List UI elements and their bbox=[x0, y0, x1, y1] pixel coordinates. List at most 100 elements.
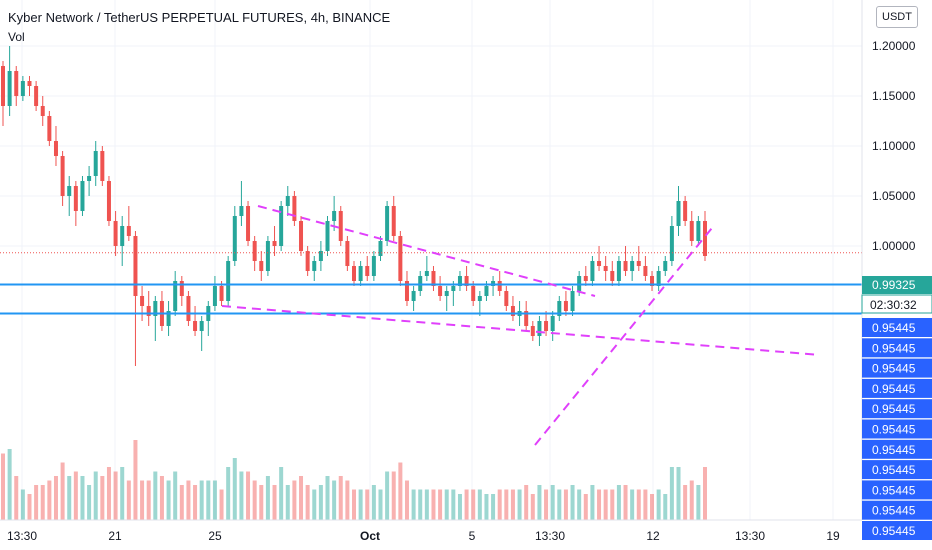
volume-bar bbox=[524, 485, 529, 520]
volume-bar bbox=[352, 489, 356, 520]
candle-body bbox=[563, 301, 568, 311]
time-axis-background bbox=[0, 520, 862, 550]
candle-body bbox=[299, 221, 304, 251]
candle-body bbox=[570, 291, 575, 311]
volume-bar bbox=[246, 471, 251, 520]
candle-body bbox=[404, 281, 409, 301]
volume-bar bbox=[292, 480, 297, 520]
volume-bar bbox=[53, 476, 58, 520]
volume-bar bbox=[418, 489, 423, 520]
level-marker-label: 0.95445 bbox=[872, 524, 916, 538]
candle-body bbox=[7, 71, 12, 106]
level-marker-label: 0.95445 bbox=[872, 483, 916, 497]
volume-bar bbox=[484, 494, 489, 520]
price-axis[interactable]: 1.20000 1.15000 1.10000 1.05000 1.00000 0.993… bbox=[861, 0, 932, 550]
candle-body bbox=[73, 186, 78, 211]
level-marker-label: 0.95445 bbox=[872, 463, 916, 477]
countdown-tag bbox=[861, 294, 932, 314]
volume-bar bbox=[345, 480, 350, 520]
volume-bar bbox=[312, 489, 317, 520]
volume-bar bbox=[676, 467, 681, 520]
level-marker-label: 0.95445 bbox=[872, 423, 916, 437]
candle-body bbox=[683, 201, 688, 221]
volume-bar bbox=[212, 480, 217, 520]
volume-bar bbox=[583, 494, 588, 520]
candle-body bbox=[27, 81, 32, 86]
trendline bbox=[221, 305, 821, 356]
candle-body bbox=[219, 286, 224, 301]
volume-bar bbox=[563, 489, 568, 520]
volume-bar bbox=[219, 489, 224, 520]
time-tick-label: Oct bbox=[360, 529, 380, 543]
volume-bar bbox=[305, 485, 310, 520]
time-tick-label: 19 bbox=[826, 529, 840, 543]
volume-bar bbox=[411, 489, 416, 520]
volume-bar bbox=[126, 480, 131, 520]
candle-body bbox=[199, 321, 204, 331]
candle-body bbox=[126, 226, 131, 236]
candle-body bbox=[457, 276, 462, 286]
candle-body bbox=[1, 66, 5, 106]
candle-body bbox=[120, 226, 125, 246]
volume-bar bbox=[378, 489, 383, 520]
volume-bar bbox=[133, 440, 138, 520]
level-marker bbox=[862, 399, 932, 419]
candle-body bbox=[186, 296, 191, 321]
price-tick-label: 1.10000 bbox=[872, 139, 916, 153]
volume-bar bbox=[325, 476, 330, 520]
last-price-label: 0.99325 bbox=[872, 278, 916, 292]
candle-body bbox=[352, 266, 356, 281]
candle-body bbox=[669, 226, 674, 261]
candle-body bbox=[358, 266, 363, 281]
candle-body bbox=[630, 261, 635, 271]
volume-bar bbox=[199, 480, 204, 520]
volume-bar bbox=[186, 480, 191, 520]
candle-body bbox=[193, 321, 198, 331]
volume-bar bbox=[120, 467, 125, 520]
volume-bar bbox=[159, 476, 164, 520]
volume-bar bbox=[106, 467, 111, 520]
volume-bar bbox=[146, 480, 151, 520]
volume-bar bbox=[438, 489, 443, 520]
candle-body bbox=[279, 206, 284, 246]
candle-body bbox=[305, 251, 310, 271]
time-tick-label: 21 bbox=[108, 529, 122, 543]
volume-bar bbox=[20, 489, 25, 520]
candle-body bbox=[292, 196, 297, 221]
volume-bar bbox=[179, 485, 184, 520]
volume-bar bbox=[153, 471, 158, 520]
volume-bar bbox=[93, 471, 98, 520]
candle-body bbox=[650, 276, 655, 286]
volume-bar bbox=[279, 467, 284, 520]
candle-body bbox=[623, 261, 628, 271]
candle-body bbox=[14, 71, 19, 96]
candle-body bbox=[365, 266, 370, 276]
volume-bar bbox=[550, 485, 555, 520]
level-marker-label: 0.95445 bbox=[872, 321, 916, 335]
candle-body bbox=[484, 286, 489, 296]
candle-body bbox=[226, 261, 231, 301]
time-axis[interactable]: 13:30 21 25 Oct 5 13:30 12 13:30 19 bbox=[0, 519, 862, 550]
candle-body bbox=[504, 291, 509, 306]
candle-body bbox=[371, 256, 376, 276]
volume-indicator-label[interactable]: Vol bbox=[8, 30, 25, 44]
horizontal-levels bbox=[0, 252, 862, 315]
candle-body bbox=[332, 211, 337, 221]
volume-bar bbox=[457, 494, 462, 520]
candle-body bbox=[477, 296, 482, 301]
candle-body bbox=[212, 286, 217, 306]
candle-body bbox=[385, 206, 390, 241]
candle-body bbox=[93, 151, 98, 176]
volume-bar bbox=[34, 485, 39, 520]
volume-bar bbox=[643, 489, 648, 520]
candle-body bbox=[285, 196, 290, 206]
volume-bar bbox=[173, 471, 178, 520]
volume-bar bbox=[385, 471, 390, 520]
currency-button[interactable]: USDT bbox=[876, 6, 918, 28]
level-marker bbox=[862, 338, 932, 358]
candle-body bbox=[398, 236, 403, 281]
volume-bar bbox=[259, 485, 264, 520]
level-marker bbox=[862, 318, 932, 337]
volume-bar bbox=[703, 467, 707, 520]
